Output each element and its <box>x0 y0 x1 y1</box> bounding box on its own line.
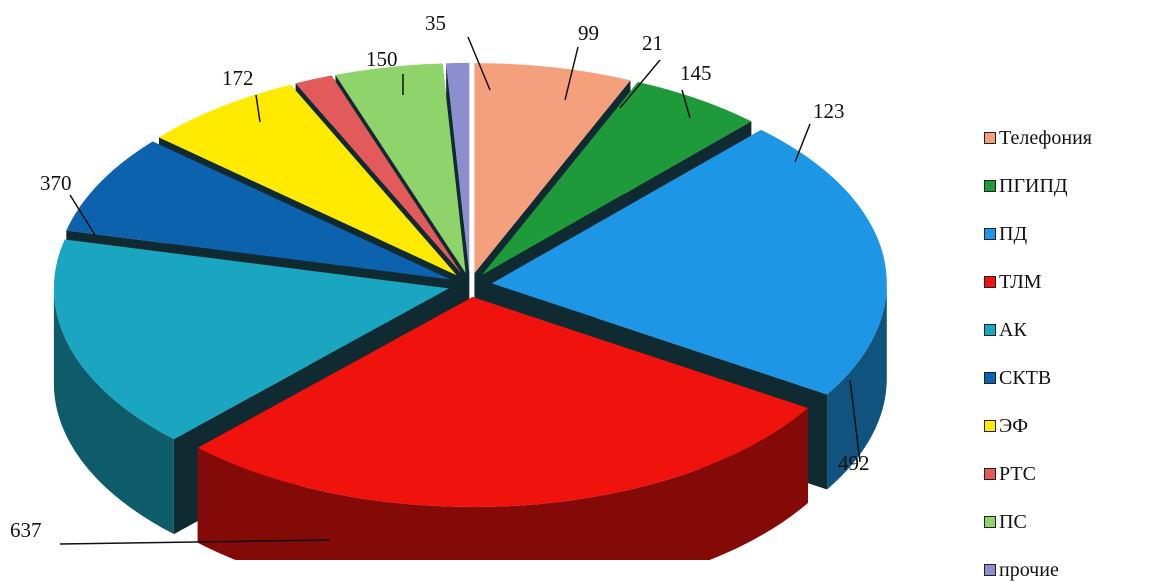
legend-swatch <box>984 324 996 336</box>
legend-swatch <box>984 516 996 528</box>
legend-item: РТС <box>984 462 1036 486</box>
legend-swatch <box>984 468 996 480</box>
legend-label: ПГИПД <box>999 176 1068 196</box>
legend-item: ТЛМ <box>984 270 1042 294</box>
legend-label: РТС <box>999 464 1036 484</box>
legend-label: прочие <box>999 560 1059 580</box>
legend-label: СКТВ <box>999 368 1051 388</box>
legend-item: ПС <box>984 510 1027 534</box>
data-label-ЭФ: 150 <box>366 47 398 71</box>
legend-item: Телефония <box>984 126 1092 150</box>
data-label-ПГИПД: 123 <box>813 99 845 123</box>
legend-item: АК <box>984 318 1027 342</box>
legend-item: прочие <box>984 558 1059 582</box>
data-label-РТС: 35 <box>425 11 446 35</box>
legend-label: АК <box>999 320 1027 340</box>
legend-swatch <box>984 372 996 384</box>
legend-label: ЭФ <box>999 416 1028 436</box>
legend-label: ПД <box>999 224 1027 244</box>
legend-label: ПС <box>999 512 1027 532</box>
legend-swatch <box>984 132 996 144</box>
data-label-АК: 370 <box>40 171 72 195</box>
legend-label: ТЛМ <box>999 272 1042 292</box>
legend-item: ЭФ <box>984 414 1028 438</box>
data-label-ПС: 99 <box>578 21 599 45</box>
legend-swatch <box>984 180 996 192</box>
data-label-ПД: 492 <box>838 451 870 475</box>
legend-swatch <box>984 420 996 432</box>
legend-label: Телефония <box>999 128 1092 148</box>
legend-item: ПД <box>984 222 1027 246</box>
data-label-СКТВ: 172 <box>222 66 254 90</box>
legend-item: СКТВ <box>984 366 1051 390</box>
pie-slices <box>54 63 887 560</box>
data-label-прочие: 21 <box>642 31 663 55</box>
legend-swatch <box>984 228 996 240</box>
data-label-Телефония: 145 <box>680 61 712 85</box>
data-label-ТЛМ: 637 <box>10 518 42 542</box>
legend-swatch <box>984 564 996 576</box>
legend-item: ПГИПД <box>984 174 1068 198</box>
legend-swatch <box>984 276 996 288</box>
